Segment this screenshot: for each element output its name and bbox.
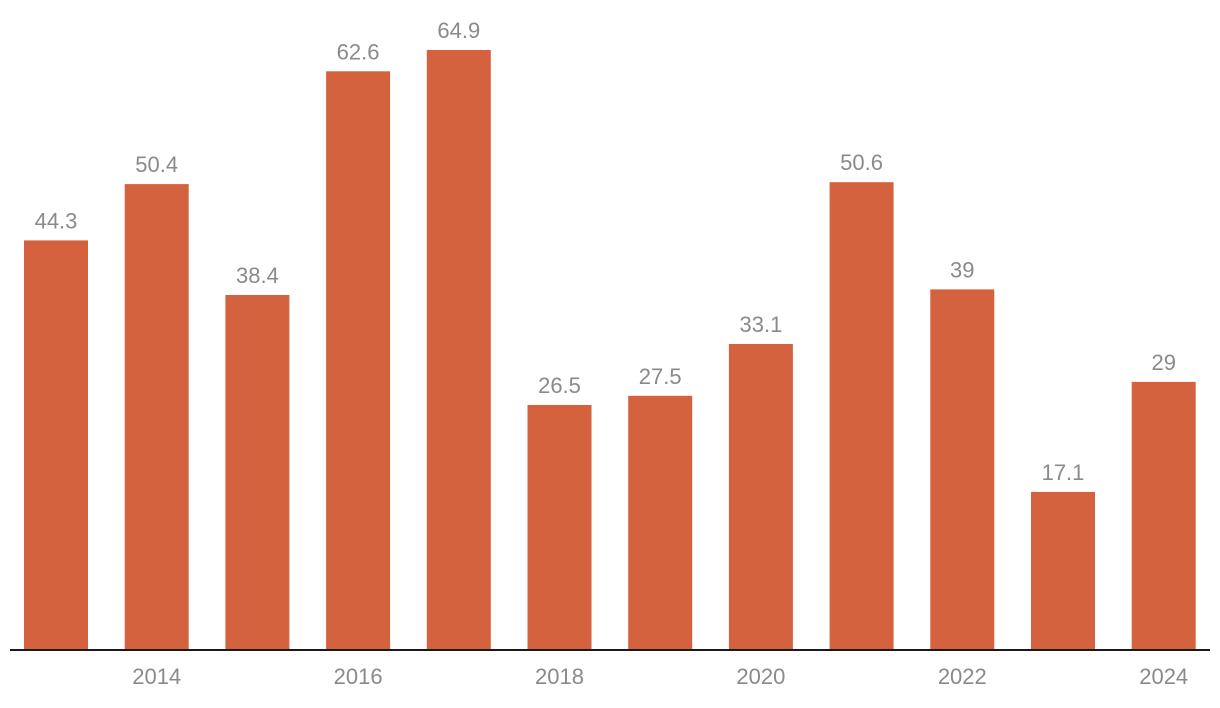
bar-2016 [326,71,391,651]
bar-2017 [426,50,491,650]
bar-2020 [728,344,793,650]
bar-2024 [1131,381,1196,650]
bar-2014 [124,184,189,650]
bar-value-label-2014: 50.4 [135,152,178,177]
bar-2021 [829,182,894,650]
bar-value-label-2022: 39 [950,257,974,282]
bar-2013 [24,240,88,650]
x-tick-label-2014: 2014 [132,664,181,689]
x-tick-label-2016: 2016 [334,664,383,689]
bar-value-label-2023: 17.1 [1042,460,1085,485]
value-labels-layer: 44.3 50.4 38.4 62.6 64.9 26.5 27.5 33.1 50.6 39 17… [35,18,1176,485]
bar-2023 [1031,491,1095,650]
x-tick-label-2024: 2024 [1139,664,1188,689]
bar-value-label-2018: 26.5 [538,373,581,398]
bar-value-label-2015: 38.4 [236,263,279,288]
bar-value-label-2021: 50.6 [840,150,883,175]
bar-value-label-2019: 27.5 [639,364,682,389]
bar-2015 [225,295,290,650]
x-tick-label-2020: 2020 [736,664,785,689]
x-ticks-layer: 2014 2016 2018 2020 2022 2024 [132,664,1188,689]
bar-2018 [527,405,592,650]
x-tick-label-2018: 2018 [535,664,584,689]
bar-2022 [930,289,995,650]
x-tick-label-2022: 2022 [938,664,987,689]
bar-value-label-2020: 33.1 [739,312,782,337]
bar-value-label-2024: 29 [1151,350,1175,375]
bar-2019 [628,395,693,650]
bar-value-label-2016: 62.6 [337,39,380,64]
bar-value-label-2013: 44.3 [35,208,78,233]
bars-layer [24,50,1196,651]
bar-value-label-2017: 64.9 [437,18,480,43]
